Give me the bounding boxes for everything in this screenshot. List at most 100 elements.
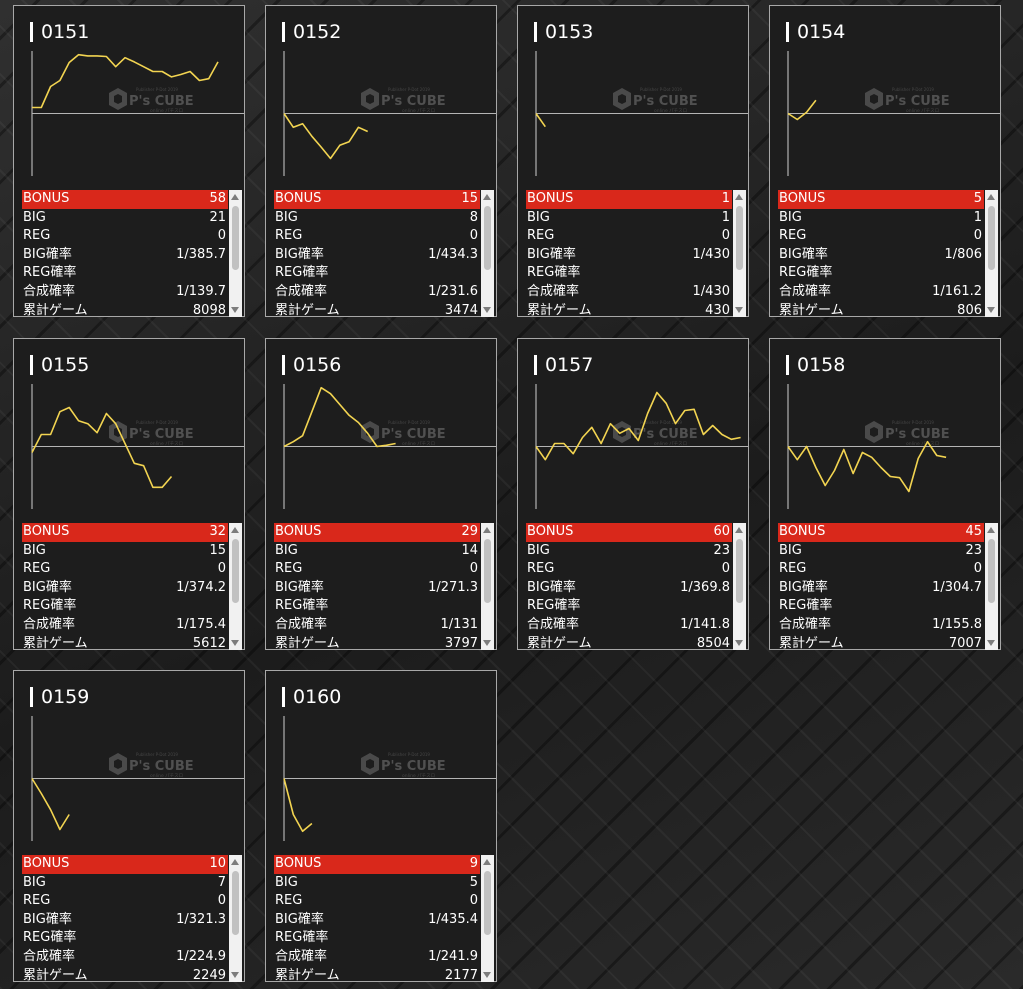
scroll-down-arrow-icon[interactable] xyxy=(483,307,491,313)
machine-card[interactable]: P's CUBE Publisher P-Dot 2019 online パチスロ 0… xyxy=(769,5,1001,318)
scroll-down-arrow-icon[interactable] xyxy=(231,640,239,646)
stats-panel[interactable]: BONUS 58 BIG 21 REG 0 BIG確率 1/385.7 REG確率 合成確率 1/1… xyxy=(22,190,242,318)
stat-value-big-rate: 1/435.4 xyxy=(428,911,478,927)
machine-card[interactable]: P's CUBE Publisher P-Dot 2019 online パチスロ 0… xyxy=(517,5,749,318)
stat-label-bonus: BONUS xyxy=(23,524,70,539)
scroll-thumb[interactable] xyxy=(484,206,491,270)
scroll-thumb[interactable] xyxy=(232,871,239,935)
stat-label-combined-rate: 合成確率 xyxy=(779,616,832,632)
machine-card[interactable]: P's CUBE Publisher P-Dot 2019 online パチスロ 0… xyxy=(265,670,497,983)
scroll-up-arrow-icon[interactable] xyxy=(735,194,743,200)
stat-label-total-games: 累計ゲーム xyxy=(779,302,844,318)
stats-panel[interactable]: BONUS 32 BIG 15 REG 0 BIG確率 1/374.2 REG確率 合成確率 1/1… xyxy=(22,523,242,651)
stats-panel[interactable]: BONUS 10 BIG 7 REG 0 BIG確率 1/321.3 REG確率 合成確率 1/22… xyxy=(22,855,242,983)
stats-panel[interactable]: BONUS 60 BIG 23 REG 0 BIG確率 1/369.8 REG確率 合成確率 1/1… xyxy=(526,523,746,651)
stats-panel[interactable]: BONUS 1 BIG 1 REG 0 BIG確率 1/430 REG確率 合成確率 1/430 累計… xyxy=(526,190,746,318)
scroll-thumb[interactable] xyxy=(736,539,743,603)
stat-row-reg: REG 0 xyxy=(778,560,984,579)
scroll-down-arrow-icon[interactable] xyxy=(987,307,995,313)
stat-row-combined-rate: 合成確率 1/241.9 xyxy=(274,948,480,967)
stat-value-reg: 0 xyxy=(469,561,478,577)
stats-scrollbar[interactable] xyxy=(229,855,242,982)
stat-row-big: BIG 23 xyxy=(526,542,732,561)
watermark-small-top: Publisher P-Dot 2019 xyxy=(388,87,430,92)
stats-panel[interactable]: BONUS 15 BIG 8 REG 0 BIG確率 1/434.3 REG確率 合成確率 1/23… xyxy=(274,190,494,318)
machine-number: 0152 xyxy=(293,21,342,43)
machine-card[interactable]: P's CUBE Publisher P-Dot 2019 online パチスロ 0… xyxy=(13,5,245,318)
stats-scrollbar[interactable] xyxy=(229,523,242,650)
scroll-thumb[interactable] xyxy=(232,539,239,603)
scroll-thumb[interactable] xyxy=(988,206,995,270)
stat-value-reg: 0 xyxy=(973,561,982,577)
stat-row-big: BIG 21 xyxy=(22,209,228,228)
stat-row-total-games: 累計ゲーム 8098 xyxy=(22,302,228,321)
scroll-up-arrow-icon[interactable] xyxy=(483,527,491,533)
watermark-brand: P's CUBE xyxy=(633,427,698,442)
scroll-thumb[interactable] xyxy=(232,206,239,270)
stat-value-big: 5 xyxy=(469,874,478,890)
stats-panel[interactable]: BONUS 9 BIG 5 REG 0 BIG確率 1/435.4 REG確率 合成確率 1/241… xyxy=(274,855,494,983)
watermark-small-bottom: online パチスロ xyxy=(150,441,183,447)
scroll-up-arrow-icon[interactable] xyxy=(483,194,491,200)
graph-line xyxy=(283,778,313,833)
watermark-small-bottom: online パチスロ xyxy=(150,108,183,114)
stat-row-reg-rate: REG確率 xyxy=(778,264,984,283)
stat-label-reg: REG xyxy=(527,561,555,577)
watermark-logo: P's CUBE Publisher P-Dot 2019 online パチスロ xyxy=(613,420,698,447)
stat-label-combined-rate: 合成確率 xyxy=(275,948,328,964)
stats-scrollbar[interactable] xyxy=(481,190,494,317)
stats-scrollbar[interactable] xyxy=(481,855,494,982)
stat-row-total-games: 累計ゲーム 430 xyxy=(526,302,732,321)
stats-scrollbar[interactable] xyxy=(985,523,998,650)
scroll-thumb[interactable] xyxy=(736,206,743,270)
stats-scrollbar[interactable] xyxy=(481,523,494,650)
scroll-up-arrow-icon[interactable] xyxy=(987,194,995,200)
stat-value-bonus: 9 xyxy=(469,856,478,871)
scroll-up-arrow-icon[interactable] xyxy=(231,527,239,533)
stats-table: BONUS 1 BIG 1 REG 0 BIG確率 1/430 REG確率 合成確率 1/430 累計… xyxy=(526,190,732,320)
stat-value-reg: 0 xyxy=(721,228,730,244)
watermark-brand: P's CUBE xyxy=(381,427,446,442)
scroll-thumb[interactable] xyxy=(484,539,491,603)
scroll-thumb[interactable] xyxy=(484,871,491,935)
stat-value-combined-rate: 1/224.9 xyxy=(176,948,226,964)
stat-row-big: BIG 8 xyxy=(274,209,480,228)
scroll-down-arrow-icon[interactable] xyxy=(231,972,239,978)
stats-scrollbar[interactable] xyxy=(229,190,242,317)
scroll-up-arrow-icon[interactable] xyxy=(231,194,239,200)
scroll-down-arrow-icon[interactable] xyxy=(735,640,743,646)
scroll-down-arrow-icon[interactable] xyxy=(735,307,743,313)
machine-card[interactable]: P's CUBE Publisher P-Dot 2019 online パチスロ 0… xyxy=(265,338,497,651)
stat-value-total-games: 5612 xyxy=(192,635,226,651)
stats-panel[interactable]: BONUS 29 BIG 14 REG 0 BIG確率 1/271.3 REG確率 合成確率 1/1… xyxy=(274,523,494,651)
stat-value-big: 23 xyxy=(965,542,982,558)
stat-row-big-rate: BIG確率 1/385.7 xyxy=(22,246,228,265)
stats-scrollbar[interactable] xyxy=(733,190,746,317)
stat-label-big-rate: BIG確率 xyxy=(23,911,72,927)
slump-graph: P's CUBE Publisher P-Dot 2019 online パチスロ xyxy=(283,384,496,509)
graph-line xyxy=(32,53,219,109)
stat-label-bonus: BONUS xyxy=(527,524,574,539)
stats-scrollbar[interactable] xyxy=(733,523,746,650)
stats-panel[interactable]: BONUS 45 BIG 23 REG 0 BIG確率 1/304.7 REG確率 合成確率 1/1… xyxy=(778,523,998,651)
stats-scrollbar[interactable] xyxy=(985,190,998,317)
stat-value-total-games: 2177 xyxy=(444,967,478,983)
machine-card[interactable]: P's CUBE Publisher P-Dot 2019 online パチスロ 0… xyxy=(517,338,749,651)
machine-card[interactable]: P's CUBE Publisher P-Dot 2019 online パチスロ 0… xyxy=(265,5,497,318)
scroll-up-arrow-icon[interactable] xyxy=(735,527,743,533)
stats-panel[interactable]: BONUS 5 BIG 1 REG 0 BIG確率 1/806 REG確率 合成確率 1/161.2… xyxy=(778,190,998,318)
graph-line xyxy=(535,113,546,128)
scroll-down-arrow-icon[interactable] xyxy=(483,640,491,646)
machine-card[interactable]: P's CUBE Publisher P-Dot 2019 online パチスロ 0… xyxy=(13,338,245,651)
scroll-down-arrow-icon[interactable] xyxy=(231,307,239,313)
scroll-up-arrow-icon[interactable] xyxy=(231,859,239,865)
scroll-down-arrow-icon[interactable] xyxy=(987,640,995,646)
machine-card[interactable]: P's CUBE Publisher P-Dot 2019 online パチスロ 0… xyxy=(769,338,1001,651)
stat-label-big-rate: BIG確率 xyxy=(527,579,576,595)
scroll-up-arrow-icon[interactable] xyxy=(483,859,491,865)
scroll-down-arrow-icon[interactable] xyxy=(483,972,491,978)
machine-card[interactable]: P's CUBE Publisher P-Dot 2019 online パチスロ 0… xyxy=(13,670,245,983)
scroll-up-arrow-icon[interactable] xyxy=(987,527,995,533)
scroll-thumb[interactable] xyxy=(988,539,995,603)
machine-number: 0160 xyxy=(293,686,342,708)
